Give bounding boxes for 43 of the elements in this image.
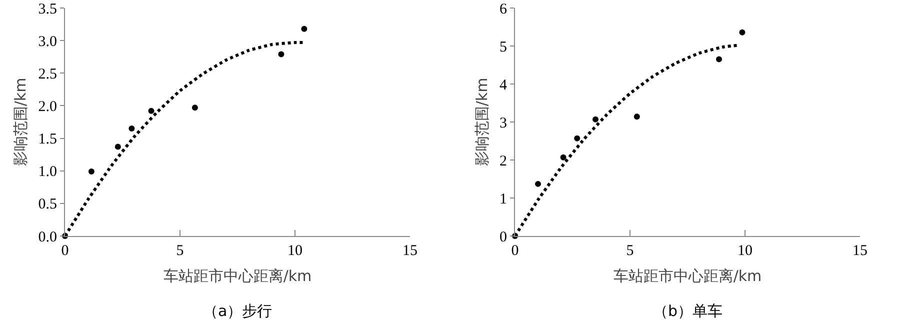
y-tick-label: 3.5 <box>38 1 57 18</box>
y-axis-title: 影响范围/km <box>472 78 491 166</box>
y-axis-title: 影响范围/km <box>12 78 30 166</box>
point <box>301 26 308 32</box>
point <box>278 51 284 58</box>
y-tick-label: 3 <box>500 115 507 132</box>
x-tick-label: 5 <box>176 243 184 259</box>
y-tick-label: 3.0 <box>38 34 57 50</box>
point <box>634 114 640 120</box>
point <box>574 135 580 142</box>
x-tick-label: 15 <box>852 243 868 259</box>
point <box>560 154 566 160</box>
y-tick-label: 6 <box>500 1 508 18</box>
text: （b）单车 <box>653 302 723 320</box>
point <box>128 126 135 132</box>
point <box>716 56 722 62</box>
point <box>148 108 154 114</box>
text: （a）步行 <box>203 302 272 320</box>
x-tick-label: 10 <box>738 243 752 259</box>
x-tick-label: 5 <box>626 243 634 259</box>
point <box>592 116 598 122</box>
y-tick-label: 0 <box>500 229 507 246</box>
point <box>114 144 121 150</box>
x-tick-label: 0 <box>511 243 519 259</box>
x-tick-label: 10 <box>288 243 302 259</box>
y-tick-label: 5 <box>500 39 507 56</box>
x-axis-title: 车站距市中心距离/km <box>613 267 762 285</box>
point <box>88 168 94 175</box>
y-tick-label: 1.5 <box>38 132 57 148</box>
y-tick-label: 2.0 <box>38 98 57 115</box>
point <box>535 180 541 187</box>
y-tick-label: 0.0 <box>38 229 57 246</box>
x-axis-title: 车站距市中心距离/km <box>163 267 312 285</box>
y-tick-label: 1 <box>500 191 507 208</box>
y-tick-label: 2.5 <box>38 66 57 82</box>
x-tick-label: 15 <box>402 243 418 259</box>
y-tick-label: 1.0 <box>38 164 57 180</box>
y-tick-label: 0.5 <box>38 196 57 213</box>
y-tick-label: 2 <box>500 153 507 170</box>
x-tick-label: 0 <box>61 243 69 259</box>
point <box>192 104 198 111</box>
y-tick-label: 4 <box>500 77 508 94</box>
point <box>739 29 746 36</box>
